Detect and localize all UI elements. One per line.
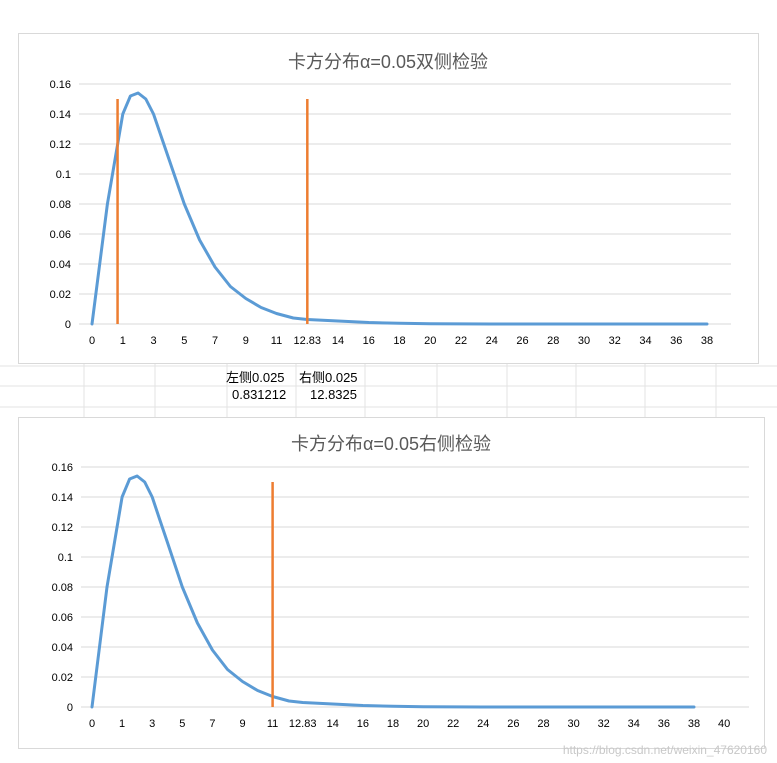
x-tick-label: 30	[578, 335, 590, 347]
x-tick-label: 9	[239, 718, 245, 730]
x-tick-label: 34	[628, 718, 640, 730]
x-tick-label: 1	[119, 718, 125, 730]
x-tick-label: 28	[547, 335, 559, 347]
y-tick-label: 0.06	[50, 229, 71, 241]
x-tick-label: 18	[387, 718, 399, 730]
x-tick-label: 11	[271, 335, 282, 347]
x-tick-label: 34	[639, 335, 651, 347]
density-curve	[90, 474, 696, 709]
y-tick-label: 0	[65, 319, 71, 331]
right-tail-header: 右侧0.025	[299, 370, 358, 385]
y-tick-label: 0.14	[52, 492, 73, 504]
y-tick-label: 0.16	[50, 79, 71, 91]
y-tick-label: 0	[67, 702, 73, 714]
x-tick-label: 14	[332, 335, 344, 347]
x-tick-label: 11	[267, 718, 278, 730]
x-tick-label: 18	[393, 335, 405, 347]
y-tick-label: 0.1	[58, 552, 73, 564]
x-tick-label: 3	[149, 718, 155, 730]
x-tick-label: 22	[447, 718, 459, 730]
chart-right-tailed-svg: 卡方分布α=0.05右侧检验 0 0.02 0.04 0.06 0.08 0.1 0.12 0…	[52, 434, 749, 730]
x-tick-label: 40	[718, 718, 730, 730]
x-tick-label: 5	[181, 335, 187, 347]
x-tick-label: 32	[609, 335, 621, 347]
x-tick-label: 0	[89, 718, 95, 730]
x-tick-label: 5	[179, 718, 185, 730]
x-tick-label: 20	[424, 335, 436, 347]
chart-title: 卡方分布α=0.05右侧检验	[291, 434, 491, 454]
density-curve	[90, 91, 709, 326]
x-tick-label: 32	[598, 718, 610, 730]
x-tick-label: 3	[150, 335, 156, 347]
x-tick-label: 16	[363, 335, 375, 347]
y-tick-label: 0.14	[50, 109, 71, 121]
watermark: https://blog.csdn.net/weixin_47620160	[562, 743, 767, 757]
chart-right-tailed-test: 卡方分布α=0.05右侧检验 0 0.02 0.04 0.06 0.08 0.1 0.12 0…	[18, 417, 765, 749]
x-tick-label: 0	[89, 335, 95, 347]
x-tick-label: 16	[357, 718, 369, 730]
chart-two-sided-svg: 卡方分布α=0.05双侧检验 0 0.02 0.04 0.06 0.08 0.1 0.12 0…	[50, 52, 731, 347]
x-tick-label: 38	[701, 335, 713, 347]
x-tick-label: 36	[658, 718, 670, 730]
chart-title: 卡方分布α=0.05双侧检验	[288, 52, 488, 72]
x-tick-label: 26	[516, 335, 528, 347]
x-tick-label: 9	[243, 335, 249, 347]
y-tick-label: 0.1	[56, 169, 71, 181]
chart-two-sided-test: 卡方分布α=0.05双侧检验 0 0.02 0.04 0.06 0.08 0.1 0.12 0…	[18, 33, 759, 364]
y-tick-label: 0.16	[52, 462, 73, 474]
x-tick-label: 28	[537, 718, 549, 730]
x-tick-label: 7	[212, 335, 218, 347]
left-tail-value: 0.831212	[232, 387, 287, 402]
x-tick-label: 26	[507, 718, 519, 730]
y-tick-label: 0.08	[50, 199, 71, 211]
right-tail-value: 12.8325	[310, 387, 357, 402]
x-tick-label: 24	[477, 718, 489, 730]
x-tick-label: 20	[417, 718, 429, 730]
y-tick-label: 0.04	[52, 642, 73, 654]
left-tail-header: 左侧0.025	[226, 370, 285, 385]
y-tick-label: 0.12	[52, 522, 73, 534]
x-tick-label: 22	[455, 335, 467, 347]
y-tick-label: 0.08	[52, 582, 73, 594]
x-tick-label: 24	[486, 335, 498, 347]
x-tick-label: 38	[688, 718, 700, 730]
y-tick-label: 0.06	[52, 612, 73, 624]
y-tick-label: 0.02	[50, 289, 71, 301]
x-tick-label: 30	[567, 718, 579, 730]
x-tick-label: 12.83	[293, 335, 321, 347]
y-tick-label: 0.12	[50, 139, 71, 151]
y-tick-label: 0.02	[52, 672, 73, 684]
x-tick-label: 7	[209, 718, 215, 730]
x-tick-label: 14	[327, 718, 339, 730]
y-tick-label: 0.04	[50, 259, 71, 271]
x-tick-label: 1	[120, 335, 126, 347]
x-tick-label: 36	[670, 335, 682, 347]
x-tick-label: 12.83	[289, 718, 317, 730]
